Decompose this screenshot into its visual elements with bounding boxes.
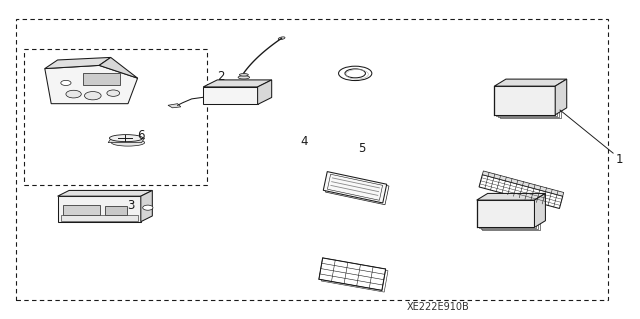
Polygon shape: [141, 190, 152, 222]
Polygon shape: [477, 193, 545, 200]
Polygon shape: [83, 73, 120, 85]
Bar: [16, 19, 608, 300]
Bar: [499, 88, 559, 117]
Polygon shape: [45, 57, 111, 69]
Polygon shape: [204, 87, 257, 105]
Ellipse shape: [345, 69, 365, 78]
Polygon shape: [494, 79, 567, 86]
Polygon shape: [108, 138, 145, 143]
Polygon shape: [555, 79, 567, 115]
Ellipse shape: [339, 66, 372, 81]
Polygon shape: [257, 80, 272, 105]
Bar: [479, 174, 563, 209]
Bar: [481, 202, 538, 229]
Ellipse shape: [238, 76, 250, 79]
Polygon shape: [45, 65, 138, 104]
Bar: [483, 203, 540, 230]
Text: 1: 1: [616, 153, 623, 166]
Polygon shape: [99, 57, 138, 78]
Polygon shape: [204, 80, 272, 87]
Circle shape: [84, 92, 101, 100]
Bar: [326, 173, 389, 205]
Ellipse shape: [109, 135, 143, 142]
Text: XE222E910B: XE222E910B: [407, 302, 470, 312]
Ellipse shape: [239, 73, 248, 76]
Bar: [497, 87, 557, 116]
Circle shape: [107, 90, 120, 96]
Polygon shape: [483, 171, 564, 196]
Bar: [58, 196, 141, 222]
Ellipse shape: [111, 139, 145, 146]
Bar: [323, 172, 387, 203]
Bar: [24, 49, 207, 185]
Bar: [321, 260, 388, 292]
Polygon shape: [534, 193, 545, 227]
Bar: [494, 86, 555, 115]
Bar: [63, 205, 100, 215]
Text: 3: 3: [127, 199, 135, 212]
Circle shape: [66, 90, 81, 98]
Bar: [477, 200, 534, 227]
Bar: [328, 174, 383, 200]
Bar: [479, 201, 536, 228]
Bar: [105, 206, 127, 215]
Ellipse shape: [278, 37, 285, 40]
Bar: [319, 258, 386, 290]
Polygon shape: [58, 190, 152, 196]
Text: 4: 4: [300, 136, 308, 148]
Polygon shape: [168, 104, 180, 108]
Text: 5: 5: [358, 142, 365, 155]
Bar: [61, 215, 138, 221]
Circle shape: [143, 205, 153, 210]
Text: 2: 2: [217, 70, 225, 83]
Text: 6: 6: [137, 129, 145, 142]
Circle shape: [61, 80, 71, 85]
Bar: [500, 89, 561, 118]
